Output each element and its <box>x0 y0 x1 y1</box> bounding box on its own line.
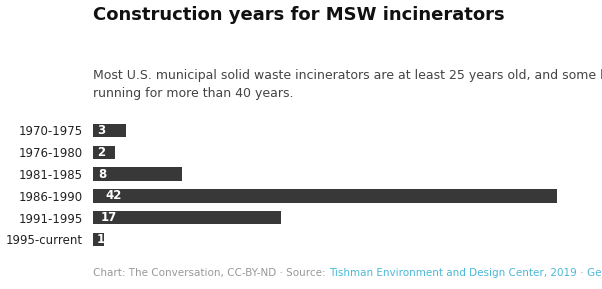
Bar <box>93 211 281 224</box>
Bar <box>93 146 116 159</box>
Text: Chart: The Conversation, CC-BY-ND · Source:: Chart: The Conversation, CC-BY-ND · Sour… <box>93 268 329 278</box>
Text: Most U.S. municipal solid waste incinerators are at least 25 years old, and some: Most U.S. municipal solid waste incinera… <box>93 69 602 100</box>
Text: Tishman Environment and Design Center, 2019: Tishman Environment and Design Center, 2… <box>329 268 577 278</box>
Bar <box>93 233 104 246</box>
Text: Construction years for MSW incinerators: Construction years for MSW incinerators <box>93 6 505 24</box>
Bar <box>93 189 557 203</box>
Text: ·: · <box>577 268 587 278</box>
Text: 3: 3 <box>98 124 105 137</box>
Text: 17: 17 <box>101 211 117 224</box>
Text: 1: 1 <box>97 233 105 246</box>
Bar <box>93 124 126 137</box>
Text: 8: 8 <box>98 168 107 181</box>
Text: Get the data: Get the data <box>587 268 602 278</box>
Text: 42: 42 <box>106 189 122 202</box>
Bar <box>93 167 182 181</box>
Text: 2: 2 <box>97 146 105 159</box>
